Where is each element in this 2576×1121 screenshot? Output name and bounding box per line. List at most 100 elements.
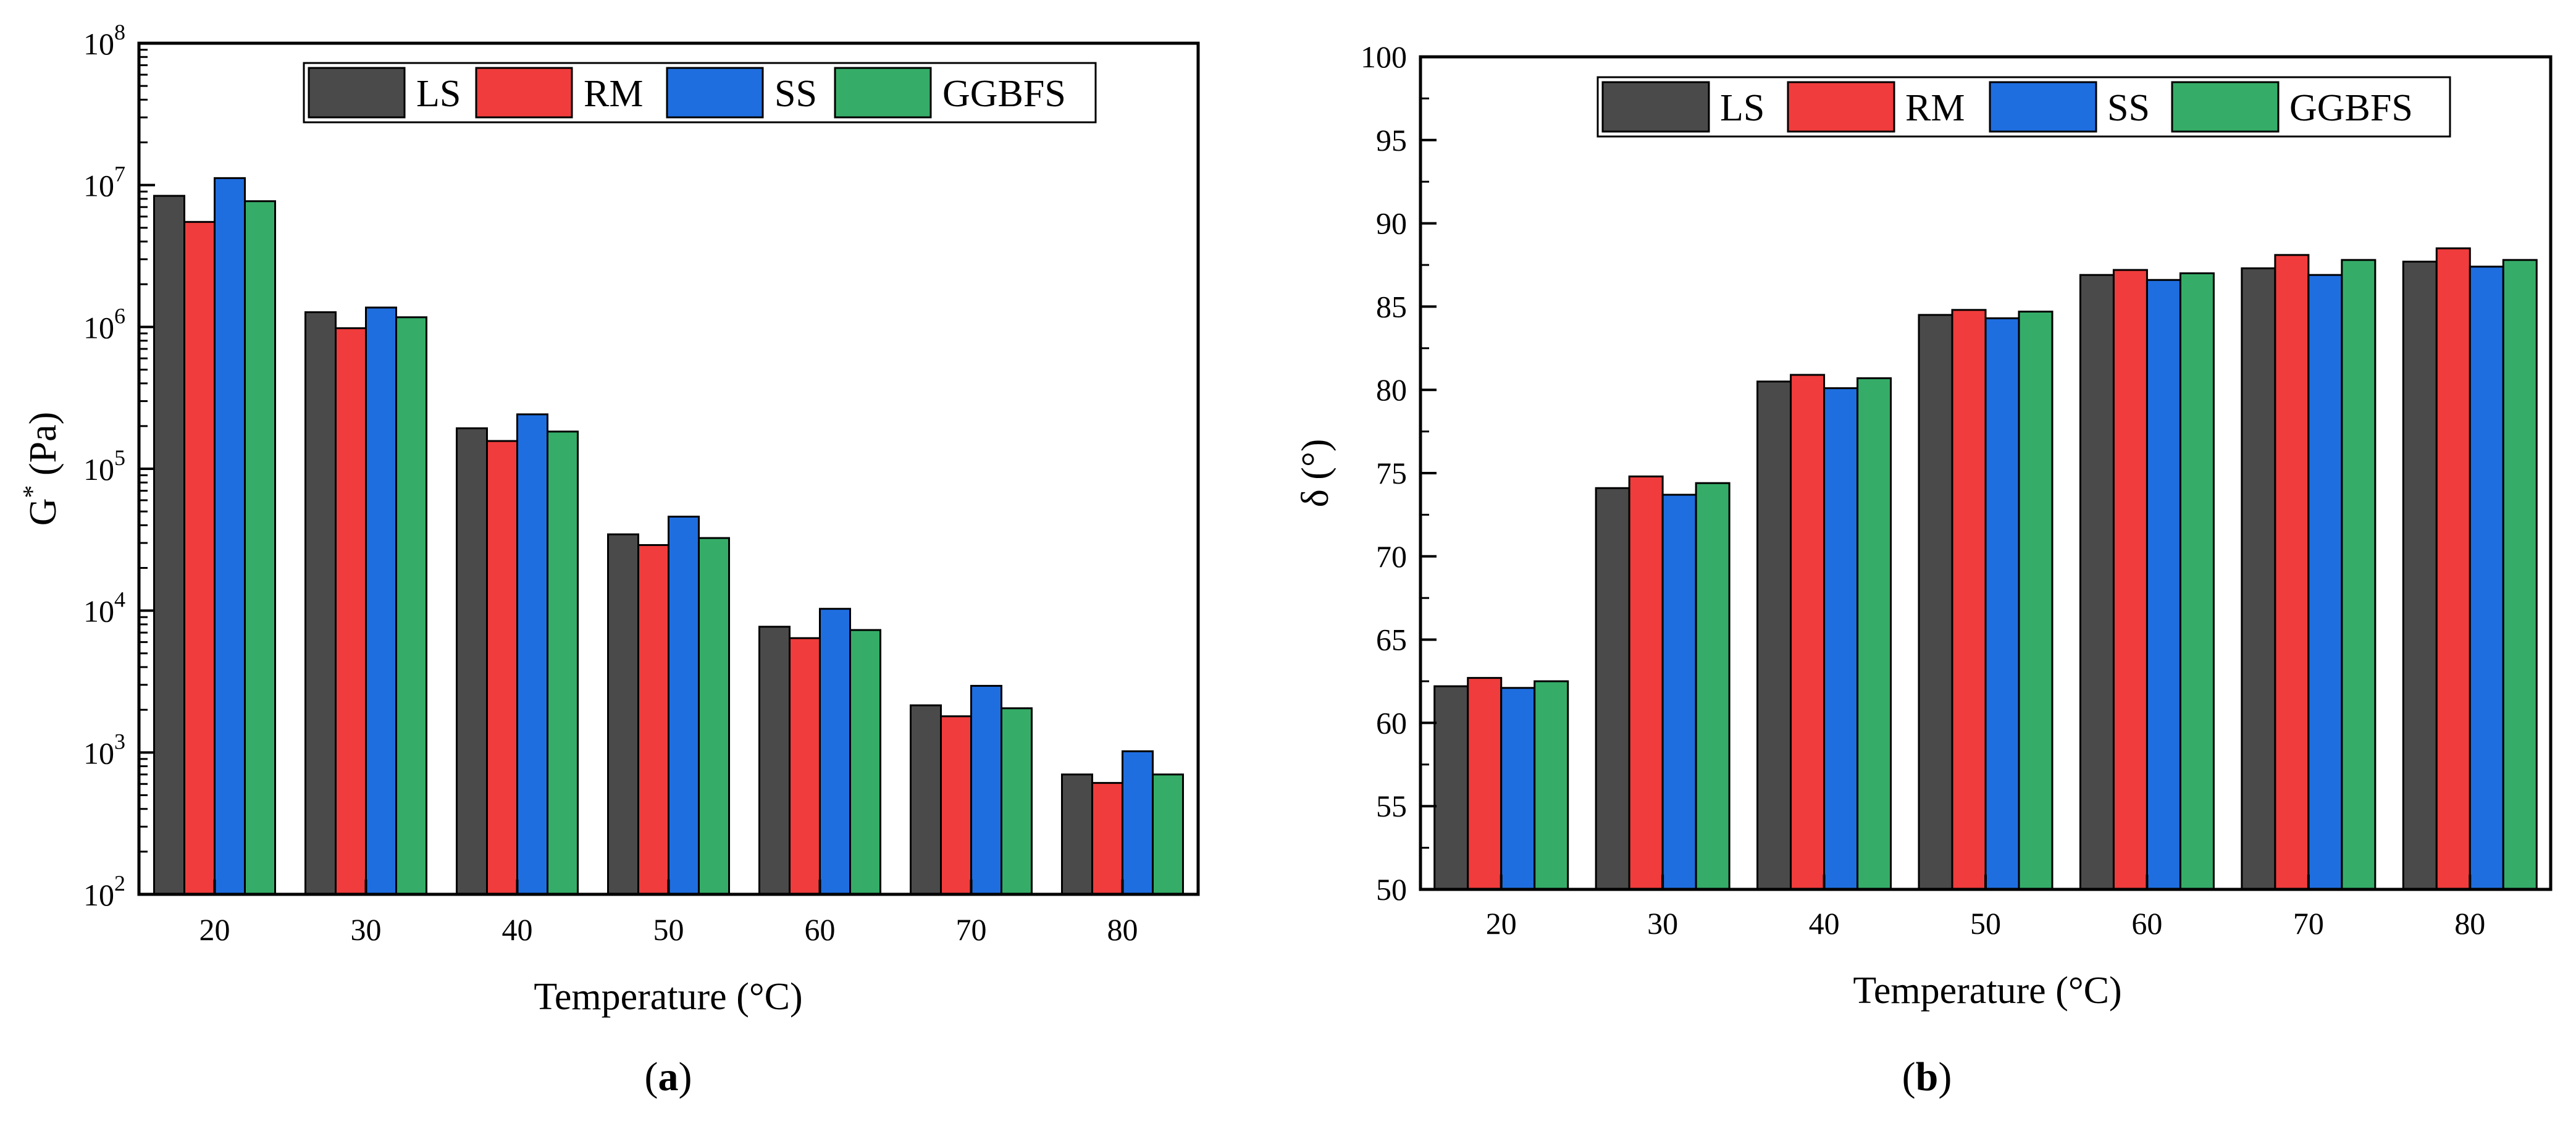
legend-label-ggbfs: GGBFS bbox=[2289, 87, 2413, 129]
bar-ls-40 bbox=[456, 427, 488, 896]
x-tick-label: 20 bbox=[1486, 906, 1517, 941]
legend-label-ss: SS bbox=[774, 73, 817, 115]
bar-ggbfs-60 bbox=[849, 629, 881, 896]
x-tick-label: 50 bbox=[653, 912, 684, 947]
x-tick-label: 40 bbox=[1809, 906, 1840, 941]
bar-ss-20 bbox=[214, 177, 246, 896]
legend-label-ls: LS bbox=[1720, 87, 1764, 129]
bar-rm-30 bbox=[1628, 475, 1664, 891]
bar-ss-60 bbox=[819, 608, 851, 896]
bar-ls-50 bbox=[1918, 314, 1953, 891]
bar-rm-60 bbox=[2112, 269, 2148, 891]
y-tick-label: 106 bbox=[83, 303, 125, 345]
bar-ggbfs-80 bbox=[2502, 259, 2538, 891]
bar-ls-80 bbox=[2402, 261, 2438, 891]
bar-ggbfs-50 bbox=[2018, 310, 2054, 891]
y-tick-label: 104 bbox=[83, 587, 125, 629]
bar-ggbfs-30 bbox=[395, 316, 427, 896]
x-tick-label: 20 bbox=[199, 912, 230, 947]
panel-a-chart: 102 103 104 105 106 107 108 20 30 40 50 60 70 80 LS R… bbox=[19, 20, 1200, 1099]
legend-label-rm: RM bbox=[584, 73, 643, 115]
bar-ls-60 bbox=[2079, 274, 2115, 891]
y-tick-label: 103 bbox=[83, 729, 125, 770]
legend-swatch-ls bbox=[308, 67, 406, 119]
bar-ggbfs-70 bbox=[1001, 707, 1033, 896]
bar-rm-80 bbox=[1091, 782, 1123, 896]
panel-a-bars bbox=[153, 177, 1184, 896]
x-tick-label: 70 bbox=[956, 912, 987, 947]
x-tick-label: 80 bbox=[1107, 912, 1138, 947]
legend-label-rm: RM bbox=[1905, 87, 1965, 129]
bar-ggbfs-40 bbox=[1856, 377, 1892, 891]
bar-rm-30 bbox=[335, 327, 367, 896]
legend-swatch-ls bbox=[1601, 81, 1710, 133]
panel-b-bars bbox=[1433, 247, 2538, 891]
legend-label-ss: SS bbox=[2107, 87, 2150, 129]
panel-a-label: (a) bbox=[645, 1054, 692, 1099]
y-tick-label: 50 bbox=[1376, 872, 1407, 907]
bar-rm-40 bbox=[486, 440, 518, 896]
legend-swatch-ggbfs bbox=[2171, 81, 2280, 133]
panel-b-y-axis-title: δ (°) bbox=[1294, 439, 1336, 508]
legend-swatch-ggbfs bbox=[834, 67, 932, 119]
bar-rm-50 bbox=[637, 544, 669, 896]
bar-rm-50 bbox=[1951, 309, 1987, 891]
bar-ls-70 bbox=[910, 704, 942, 896]
x-tick-label: 50 bbox=[1970, 906, 2001, 941]
y-tick-label: 90 bbox=[1376, 206, 1407, 241]
bar-ls-20 bbox=[153, 195, 185, 896]
legend-swatch-rm bbox=[475, 67, 573, 119]
y-tick-label: 108 bbox=[83, 20, 125, 61]
x-tick-label: 40 bbox=[502, 912, 533, 947]
bar-ss-40 bbox=[1823, 387, 1859, 891]
legend-label-ggbfs: GGBFS bbox=[942, 73, 1066, 115]
bar-ss-70 bbox=[2307, 274, 2343, 891]
y-tick-label: 80 bbox=[1376, 372, 1407, 407]
y-tick-label: 70 bbox=[1376, 539, 1407, 574]
bar-rm-70 bbox=[940, 715, 972, 896]
bar-ggbfs-80 bbox=[1152, 773, 1184, 896]
bar-ls-60 bbox=[758, 626, 791, 896]
bar-ggbfs-60 bbox=[2179, 272, 2215, 891]
bar-ls-30 bbox=[1595, 487, 1630, 891]
panel-a-x-axis-title: Temperature (°C) bbox=[534, 976, 802, 1018]
legend-swatch-rm bbox=[1787, 81, 1895, 133]
bar-rm-20 bbox=[1467, 677, 1503, 891]
bar-rm-20 bbox=[183, 220, 216, 896]
y-tick-label: 60 bbox=[1376, 705, 1407, 740]
bar-ss-30 bbox=[365, 306, 397, 896]
bar-ggbfs-20 bbox=[1533, 680, 1569, 891]
bar-ss-70 bbox=[970, 684, 1002, 896]
legend-label-ls: LS bbox=[416, 73, 461, 115]
x-tick-label: 30 bbox=[351, 912, 382, 947]
panel-a-y-axis: 102 103 104 105 106 107 108 bbox=[83, 20, 155, 912]
bar-ls-40 bbox=[1756, 380, 1792, 891]
y-tick-label: 55 bbox=[1376, 789, 1407, 823]
bar-rm-40 bbox=[1790, 374, 1826, 891]
panel-a-legend: LS RM SS GGBFS bbox=[303, 62, 1097, 124]
panel-b-label: (b) bbox=[1902, 1054, 1952, 1099]
x-tick-label: 30 bbox=[1647, 906, 1678, 941]
y-tick-label: 85 bbox=[1376, 289, 1407, 324]
panel-a-y-axis-title: G* (Pa) bbox=[19, 412, 64, 526]
legend-swatch-ss bbox=[666, 67, 764, 119]
bar-ggbfs-50 bbox=[698, 537, 730, 896]
bar-rm-70 bbox=[2274, 254, 2310, 891]
bar-ls-30 bbox=[304, 311, 337, 896]
y-tick-label: 107 bbox=[83, 162, 125, 203]
y-tick-label: 100 bbox=[1361, 40, 1407, 74]
bar-rm-80 bbox=[2435, 247, 2471, 891]
bar-ls-20 bbox=[1433, 685, 1469, 891]
x-tick-label: 60 bbox=[2131, 906, 2162, 941]
y-tick-label: 75 bbox=[1376, 456, 1407, 490]
legend-swatch-ss bbox=[1989, 81, 2097, 133]
x-tick-label: 60 bbox=[805, 912, 836, 947]
panel-a-x-axis: 20 30 40 50 60 70 80 bbox=[199, 880, 1138, 947]
bar-ss-60 bbox=[2146, 279, 2181, 891]
y-tick-label: 95 bbox=[1376, 123, 1407, 157]
bar-ss-40 bbox=[516, 413, 548, 896]
bar-ss-80 bbox=[2469, 266, 2504, 891]
x-tick-label: 80 bbox=[2454, 906, 2485, 941]
y-tick-label: 105 bbox=[83, 445, 125, 487]
